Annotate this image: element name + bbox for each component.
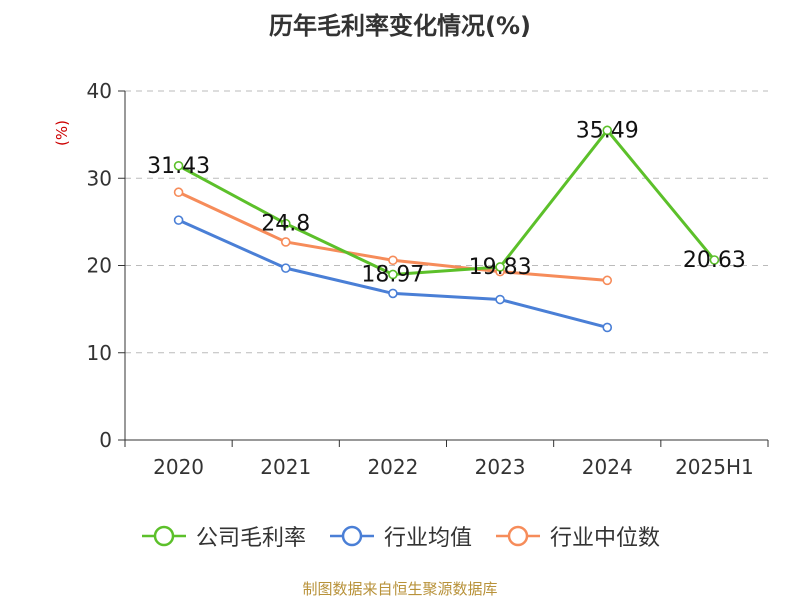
data-label: 19.83 xyxy=(469,255,532,280)
x-tick-label: 2020 xyxy=(153,455,204,479)
data-point xyxy=(280,263,291,273)
data-point xyxy=(388,269,398,280)
y-tick-label: 20 xyxy=(87,254,112,278)
data-point xyxy=(173,187,184,198)
y-tick-label: 0 xyxy=(99,428,112,452)
legend-marker-icon xyxy=(329,525,374,547)
data-point xyxy=(495,294,505,305)
legend-item[interactable]: 公司毛利率 xyxy=(140,520,306,552)
data-label: 31.43 xyxy=(147,154,210,179)
y-tick-label: 30 xyxy=(87,166,112,190)
x-tick-label: 2025H1 xyxy=(675,455,754,479)
data-point xyxy=(602,275,613,286)
data-point xyxy=(173,215,184,225)
x-tick-label: 2024 xyxy=(582,455,633,479)
data-point xyxy=(280,218,291,229)
legend-marker-icon xyxy=(496,525,540,547)
y-tick-label: 10 xyxy=(87,341,112,365)
data-label: 20.63 xyxy=(683,248,746,273)
legend-label: 行业均值 xyxy=(383,526,472,551)
legend-label: 公司毛利率 xyxy=(195,526,306,551)
chart-title: 历年毛利率变化情况(%) xyxy=(269,12,531,40)
x-tick-label: 2022 xyxy=(367,455,418,479)
data-point xyxy=(280,237,291,247)
data-label: 18.97 xyxy=(361,262,424,287)
legend-item[interactable]: 行业均值 xyxy=(328,520,472,552)
data-label: 24.8 xyxy=(261,212,310,237)
chart-legend: 公司毛利率 行业均值 行业中位数 xyxy=(0,518,800,554)
series-line-0 xyxy=(177,128,716,276)
x-tick-label: 2023 xyxy=(475,455,526,479)
legend-label: 行业中位数 xyxy=(550,526,661,551)
data-source-note: 制图数据来自恒生聚源数据库 xyxy=(302,580,498,598)
data-point xyxy=(173,160,184,171)
y-tick-label: 40 xyxy=(87,79,112,103)
data-point xyxy=(388,288,398,299)
x-tick-label: 2021 xyxy=(260,455,311,479)
data-point xyxy=(388,255,398,266)
data-point xyxy=(602,125,613,136)
data-label: 35.49 xyxy=(576,118,639,143)
legend-item[interactable]: 行业中位数 xyxy=(494,520,660,552)
legend-marker-icon xyxy=(141,525,186,547)
data-point xyxy=(709,255,720,265)
data-point xyxy=(495,262,505,272)
data-point xyxy=(602,322,613,333)
